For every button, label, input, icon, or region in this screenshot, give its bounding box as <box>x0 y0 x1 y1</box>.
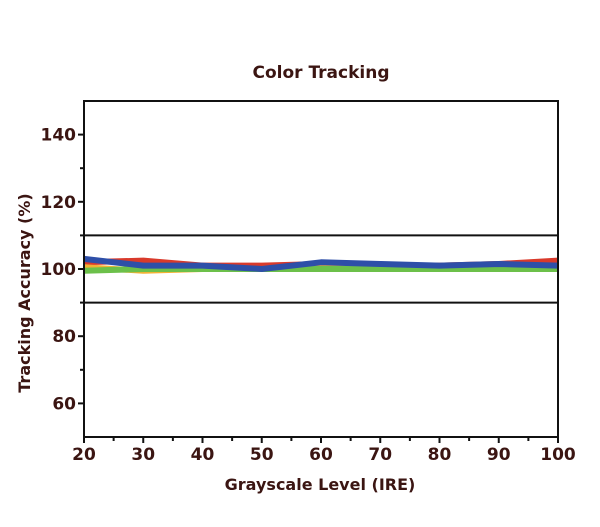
x-tick-label: 90 <box>487 445 511 465</box>
x-tick-label: 30 <box>131 445 155 465</box>
x-tick-label: 80 <box>428 445 452 465</box>
reference-lines <box>84 234 558 304</box>
x-tick-label: 40 <box>191 445 215 465</box>
y-tick-label: 140 <box>41 126 77 146</box>
x-tick-label: 100 <box>540 445 576 465</box>
y-tick-label: 100 <box>41 260 77 280</box>
x-tick-label: 20 <box>72 445 96 465</box>
x-tick-label: 60 <box>309 445 333 465</box>
x-tick-label: 50 <box>250 445 274 465</box>
series-line <box>83 255 559 272</box>
series-lines <box>83 255 559 274</box>
x-tick-label: 70 <box>368 445 392 465</box>
y-axis-ticks: 60 80 100 120 140 <box>41 126 84 414</box>
y-axis-label: Tracking Accuracy (%) <box>15 193 34 392</box>
y-tick-label: 120 <box>41 193 77 213</box>
chart-title: Color Tracking <box>252 63 389 83</box>
series-line <box>83 266 558 274</box>
y-tick-label: 60 <box>52 394 76 414</box>
plot-frame <box>83 100 559 438</box>
x-axis-ticks: 20 30 40 50 60 70 80 90 100 <box>72 437 576 465</box>
y-tick-label: 80 <box>52 327 76 347</box>
x-axis-label: Grayscale Level (IRE) <box>225 475 416 494</box>
